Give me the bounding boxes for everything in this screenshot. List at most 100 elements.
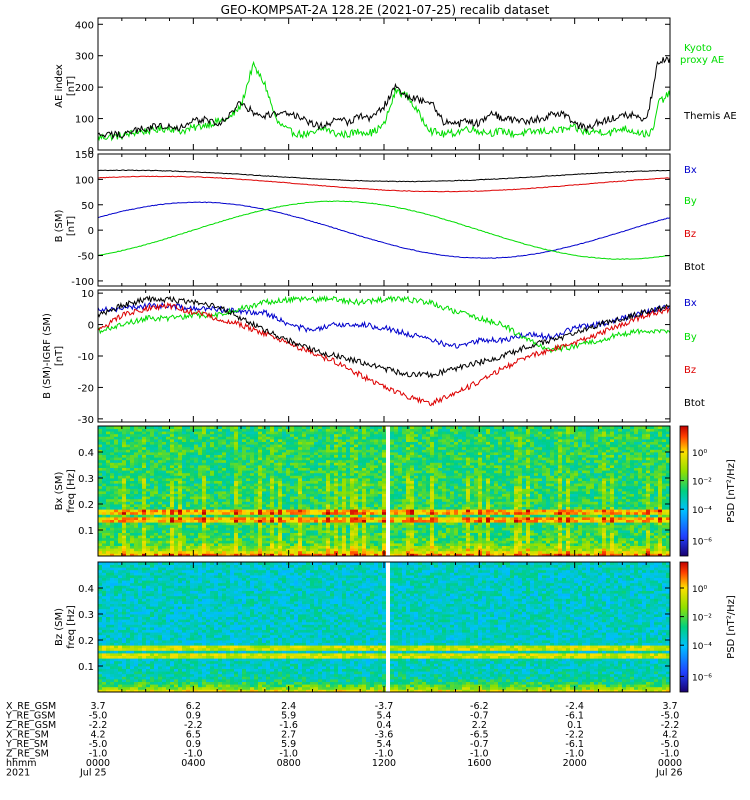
spectrogram-cell: [150, 483, 155, 487]
spectrogram-cell: [446, 545, 451, 549]
spectrogram-cell: [454, 426, 459, 429]
spectrogram-cell: [306, 493, 311, 497]
spectrogram-cell: [114, 548, 119, 552]
spectrogram-cell: [322, 428, 327, 432]
spectrogram-cell: [166, 452, 171, 455]
spectrogram-cell: [318, 550, 323, 554]
spectrogram-cell: [346, 431, 351, 435]
spectrogram-cell: [214, 439, 219, 442]
spectrogram-cell: [154, 436, 159, 440]
spectrogram-cell: [322, 519, 327, 523]
spectrogram-cell: [178, 465, 183, 468]
spectrogram-cell: [162, 475, 167, 479]
spectrogram-cell: [314, 504, 319, 507]
spectrogram-cell: [402, 498, 407, 502]
spectrogram-cell: [286, 545, 291, 549]
spectrogram-cell: [130, 501, 135, 505]
spectrogram-cell: [102, 446, 107, 450]
spectrogram-cell: [430, 452, 435, 455]
spectrogram-cell: [434, 511, 439, 515]
spectrogram-cell: [278, 459, 283, 463]
spectrogram-cell: [398, 428, 403, 432]
spectrogram-cell: [294, 483, 299, 487]
spectrogram-cell: [234, 470, 239, 474]
spectrogram-cell: [194, 454, 199, 458]
spectrogram-cell: [330, 462, 335, 466]
spectrogram-cell: [354, 467, 359, 471]
spectrogram-cell: [322, 436, 327, 440]
spectrogram-cell: [102, 467, 107, 471]
spectrogram-cell: [378, 501, 383, 505]
spectrogram-cell: [266, 530, 271, 533]
spectrogram-cell: [262, 535, 267, 539]
spectrogram-cell: [418, 550, 423, 554]
spectrogram-cell: [410, 475, 415, 479]
spectrogram-cell: [186, 506, 191, 510]
spectrogram-cell: [242, 431, 247, 435]
spectrogram-cell: [238, 532, 243, 536]
spectrogram-cell: [318, 436, 323, 440]
spectrogram-cell: [194, 548, 199, 552]
spectrogram-cell: [162, 472, 167, 476]
spectrogram-cell: [294, 488, 299, 492]
spectrogram-cell: [106, 509, 111, 513]
spectrogram-cell: [166, 491, 171, 494]
spectrogram-cell: [346, 522, 351, 526]
spectrogram-cell: [170, 501, 175, 505]
spectrogram-cell: [326, 467, 331, 471]
spectrogram-cell: [226, 491, 231, 494]
spectrogram-cell: [354, 470, 359, 474]
spectrogram-cell: [242, 514, 247, 518]
spectrogram-cell: [254, 431, 259, 435]
spectrogram-cell: [370, 517, 375, 520]
spectrogram-cell: [242, 498, 247, 502]
spectrogram-cell: [230, 472, 235, 476]
spectrogram-cell: [290, 488, 295, 492]
spectrogram-cell: [350, 537, 355, 541]
spectrogram-cell: [414, 436, 419, 440]
spectrogram-cell: [254, 511, 259, 515]
spectrogram-cell: [178, 426, 183, 429]
spectrogram-cell: [206, 548, 211, 552]
spectrogram-cell: [122, 472, 127, 476]
spectrogram-cell: [294, 491, 299, 494]
spectrogram-cell: [186, 431, 191, 435]
spectrogram-cell: [158, 459, 163, 463]
spectrogram-cell: [206, 446, 211, 450]
spectrogram-cell: [334, 441, 339, 445]
spectrogram-cell: [318, 478, 323, 481]
spectrogram-cell: [366, 462, 371, 466]
spectrogram-cell: [418, 498, 423, 502]
spectrogram-cell: [426, 454, 431, 458]
spectrogram-cell: [338, 444, 343, 448]
spectrogram-cell: [238, 439, 243, 442]
b-sm-ylabel-1: B (SM): [54, 209, 65, 242]
spectrogram-cell: [310, 504, 315, 507]
spectrogram-cell: [210, 428, 215, 432]
spectrogram-cell: [178, 488, 183, 492]
spectrogram-cell: [346, 475, 351, 479]
spectrogram-cell: [314, 485, 319, 489]
spectrogram-cell: [278, 436, 283, 440]
spectrogram-cell: [114, 485, 119, 489]
spectrogram-cell: [214, 472, 219, 476]
spectrogram-cell: [134, 454, 139, 458]
spectrogram-cell: [326, 465, 331, 468]
spectrogram-cell: [342, 439, 347, 442]
spectrogram-cell: [322, 498, 327, 502]
spectrogram-cell: [342, 553, 347, 557]
spectrogram-cell: [186, 488, 191, 492]
spectrogram-cell: [458, 527, 463, 531]
spectrogram-cell: [426, 540, 431, 544]
series-bx: [97, 201, 671, 259]
spectrogram-cell: [98, 491, 103, 494]
spectrogram-cell: [98, 478, 103, 481]
spectrogram-cell: [102, 483, 107, 487]
spectrogram-cell: [454, 433, 459, 437]
spectrogram-cell: [438, 449, 443, 453]
spectrogram-cell: [402, 436, 407, 440]
spectrogram-cell: [474, 462, 479, 466]
spectrogram-cell: [282, 444, 287, 448]
spectrogram-cell: [230, 493, 235, 497]
spectrogram-cell: [234, 550, 239, 554]
